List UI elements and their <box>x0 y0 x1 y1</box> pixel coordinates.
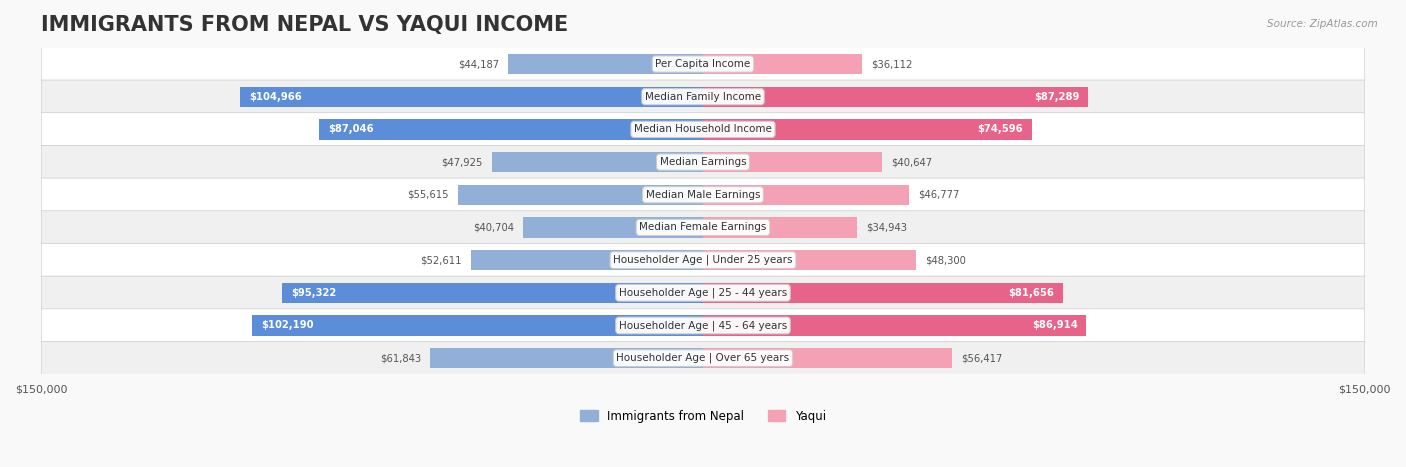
Text: $102,190: $102,190 <box>262 320 314 331</box>
Bar <box>319 119 703 140</box>
Text: $61,843: $61,843 <box>380 353 422 363</box>
Text: Householder Age | Under 25 years: Householder Age | Under 25 years <box>613 255 793 265</box>
Bar <box>703 184 910 205</box>
Bar <box>703 315 1087 336</box>
Bar <box>703 283 1063 303</box>
Bar <box>492 152 703 172</box>
Text: $36,112: $36,112 <box>872 59 912 69</box>
Bar <box>703 217 858 238</box>
Text: $55,615: $55,615 <box>408 190 449 200</box>
Text: $46,777: $46,777 <box>918 190 959 200</box>
FancyBboxPatch shape <box>41 341 1365 375</box>
Bar <box>508 54 703 74</box>
Bar <box>523 217 703 238</box>
Text: Householder Age | 45 - 64 years: Householder Age | 45 - 64 years <box>619 320 787 331</box>
Bar <box>471 250 703 270</box>
Text: $87,289: $87,289 <box>1033 92 1080 102</box>
FancyBboxPatch shape <box>41 211 1365 244</box>
Bar <box>703 86 1088 107</box>
Text: Median Male Earnings: Median Male Earnings <box>645 190 761 200</box>
Text: Householder Age | 25 - 44 years: Householder Age | 25 - 44 years <box>619 288 787 298</box>
Text: $74,596: $74,596 <box>977 124 1024 134</box>
Text: $87,046: $87,046 <box>328 124 374 134</box>
Text: $44,187: $44,187 <box>458 59 499 69</box>
Text: IMMIGRANTS FROM NEPAL VS YAQUI INCOME: IMMIGRANTS FROM NEPAL VS YAQUI INCOME <box>41 15 568 35</box>
FancyBboxPatch shape <box>41 243 1365 277</box>
Text: $34,943: $34,943 <box>866 222 907 233</box>
Bar <box>703 54 862 74</box>
Bar <box>283 283 703 303</box>
Text: Median Household Income: Median Household Income <box>634 124 772 134</box>
Bar <box>703 152 883 172</box>
Bar <box>240 86 703 107</box>
Text: Median Family Income: Median Family Income <box>645 92 761 102</box>
Bar <box>703 250 917 270</box>
Text: $95,322: $95,322 <box>291 288 336 298</box>
Legend: Immigrants from Nepal, Yaqui: Immigrants from Nepal, Yaqui <box>575 405 831 427</box>
Text: $40,647: $40,647 <box>891 157 932 167</box>
FancyBboxPatch shape <box>41 178 1365 212</box>
FancyBboxPatch shape <box>41 80 1365 113</box>
Text: Householder Age | Over 65 years: Householder Age | Over 65 years <box>616 353 790 363</box>
Bar <box>703 119 1032 140</box>
Text: $48,300: $48,300 <box>925 255 966 265</box>
Text: $56,417: $56,417 <box>960 353 1002 363</box>
Text: $86,914: $86,914 <box>1032 320 1077 331</box>
Text: Per Capita Income: Per Capita Income <box>655 59 751 69</box>
Text: $52,611: $52,611 <box>420 255 463 265</box>
FancyBboxPatch shape <box>41 47 1365 81</box>
Bar <box>430 348 703 368</box>
Text: $47,925: $47,925 <box>441 157 482 167</box>
Bar <box>457 184 703 205</box>
FancyBboxPatch shape <box>41 276 1365 310</box>
Bar <box>252 315 703 336</box>
Text: Source: ZipAtlas.com: Source: ZipAtlas.com <box>1267 19 1378 28</box>
FancyBboxPatch shape <box>41 113 1365 146</box>
Text: $81,656: $81,656 <box>1008 288 1054 298</box>
FancyBboxPatch shape <box>41 309 1365 342</box>
Text: $40,704: $40,704 <box>474 222 515 233</box>
FancyBboxPatch shape <box>41 145 1365 179</box>
Text: Median Female Earnings: Median Female Earnings <box>640 222 766 233</box>
Text: $104,966: $104,966 <box>249 92 301 102</box>
Bar <box>703 348 952 368</box>
Text: Median Earnings: Median Earnings <box>659 157 747 167</box>
